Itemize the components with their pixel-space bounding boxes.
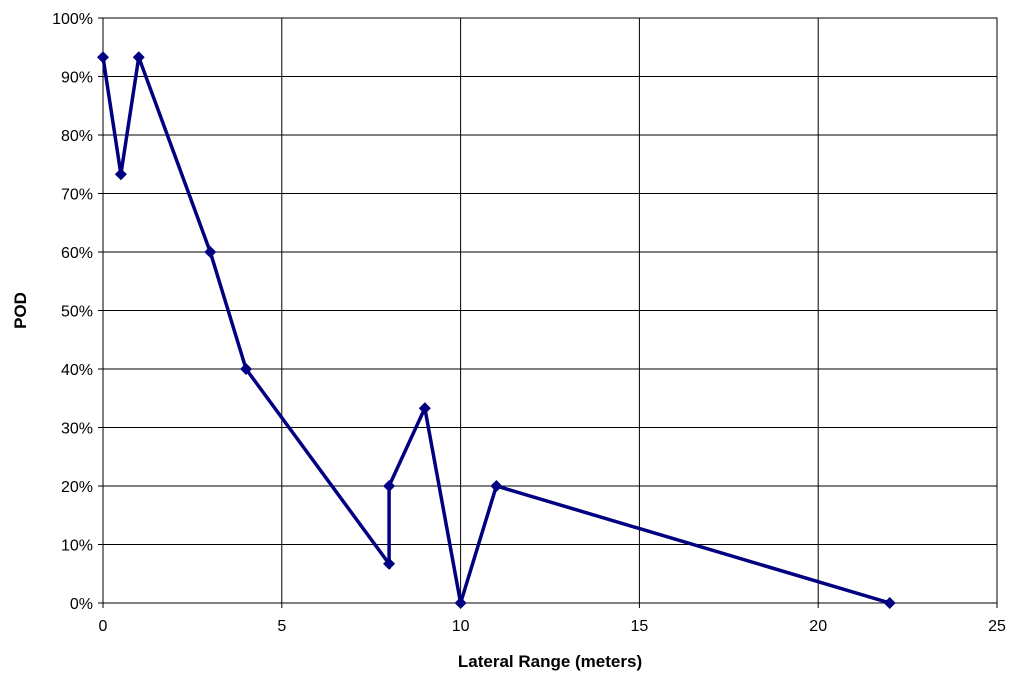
data-point-marker	[490, 480, 503, 492]
y-tick-label: 100%	[52, 11, 93, 28]
x-axis-title: Lateral Range (meters)	[458, 652, 642, 671]
y-tick-label: 40%	[61, 362, 93, 379]
data-point-marker	[383, 480, 396, 492]
y-tick-label: 50%	[61, 304, 93, 321]
y-axis-title: POD	[11, 292, 30, 329]
y-tick-label: 70%	[61, 187, 93, 204]
y-tick-label: 90%	[61, 70, 93, 87]
data-point-marker	[883, 597, 896, 609]
y-tick-label: 0%	[70, 596, 93, 613]
data-point-marker	[204, 246, 217, 258]
x-tick-label: 0	[99, 618, 108, 635]
grid-lines	[102, 17, 998, 604]
x-tick-label: 10	[452, 618, 470, 635]
series-group	[97, 51, 896, 609]
data-point-marker	[383, 557, 396, 570]
y-axis-ticks: 0% 10% 20% 30% 40% 50% 60% 70% 80% 90% 100%	[52, 11, 103, 613]
y-tick-label: 10%	[61, 538, 93, 555]
data-point-marker	[132, 51, 145, 64]
data-point-marker	[97, 51, 109, 64]
data-point-marker	[114, 168, 127, 181]
x-tick-label: 25	[988, 618, 1006, 635]
x-tick-label: 5	[277, 618, 286, 635]
data-point-marker	[240, 363, 253, 375]
x-axis-ticks: 0 5 10 15 20 25	[99, 603, 1006, 635]
x-tick-label: 15	[631, 618, 649, 635]
series-line	[101, 56, 891, 605]
y-tick-label: 60%	[61, 245, 93, 262]
x-tick-label: 20	[809, 618, 827, 635]
y-tick-label: 80%	[61, 128, 93, 145]
y-tick-label: 20%	[61, 479, 93, 496]
data-point-marker	[418, 402, 431, 415]
data-point-marker	[454, 597, 467, 609]
y-tick-label: 30%	[61, 421, 93, 438]
